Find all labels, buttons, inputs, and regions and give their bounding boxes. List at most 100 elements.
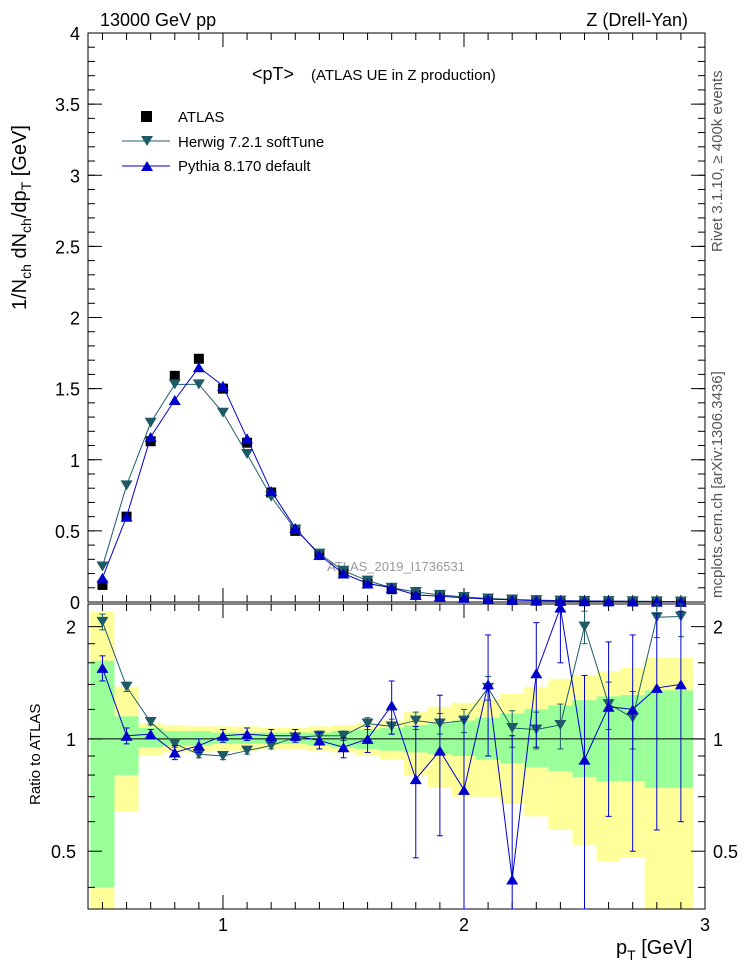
data-point-triangle-up xyxy=(385,582,398,593)
band-green-bin xyxy=(162,731,187,746)
ratio-point-triangle-down xyxy=(168,738,181,749)
data-point-triangle-up xyxy=(361,578,374,589)
data-point-triangle-down xyxy=(168,379,181,390)
data-point-triangle-down xyxy=(96,561,109,572)
main-ylabel: 1/Nch dNch/dpT [GeV] xyxy=(9,125,34,310)
ratio-point-triangle-up xyxy=(554,602,567,613)
ratio-y-tick-label: 0.5 xyxy=(51,842,76,862)
data-point-triangle-down xyxy=(192,379,205,390)
ratio-y-tick-label: 1 xyxy=(66,730,76,750)
data-point-triangle-up xyxy=(120,511,133,522)
ratio-point-triangle-up xyxy=(602,701,615,712)
y-tick-label: 1.5 xyxy=(55,380,80,400)
ratio-point-triangle-up xyxy=(530,668,543,679)
ratio-y-tick-label-right: 1 xyxy=(713,730,723,750)
analysis-watermark: ATLAS_2019_I1736531 xyxy=(327,559,465,574)
data-point-square xyxy=(193,353,204,364)
ratio-point-triangle-down xyxy=(361,718,374,729)
ratio-point-triangle-up xyxy=(192,740,205,751)
legend-label-atlas: ATLAS xyxy=(178,109,224,126)
ratio-point-triangle-down xyxy=(144,717,157,728)
data-point-triangle-up xyxy=(289,523,302,534)
main-series-group xyxy=(96,353,687,607)
ratio-point-triangle-down xyxy=(120,681,133,692)
ratio-point-triangle-up xyxy=(626,704,639,715)
ratio-point-triangle-up xyxy=(650,682,663,693)
ratio-point-triangle-down xyxy=(554,719,567,730)
y-tick-label: 0.5 xyxy=(55,522,80,542)
x-tick-label: 3 xyxy=(700,915,710,935)
data-point-triangle-up xyxy=(506,594,519,605)
x-axis-label: pT [GeV] xyxy=(616,937,692,963)
data-point-triangle-up xyxy=(457,592,470,603)
ratio-point-triangle-up xyxy=(241,729,254,740)
ratio-point-triangle-up xyxy=(289,730,302,741)
data-point-triangle-up xyxy=(265,486,278,497)
y-tick-label: 0 xyxy=(70,593,80,613)
ratio-point-triangle-up xyxy=(578,754,591,765)
ratio-point-triangle-down xyxy=(96,616,109,627)
ratio-point-triangle-up xyxy=(482,679,495,690)
data-point-triangle-up xyxy=(313,550,326,561)
data-point-square xyxy=(97,579,108,590)
ratio-point-triangle-up xyxy=(337,742,350,753)
side-label-top: Rivet 3.1.10, ≥ 400k events xyxy=(709,70,726,252)
data-point-triangle-up xyxy=(433,591,446,602)
ratio-point-triangle-down xyxy=(192,749,205,760)
ratio-point-triangle-down xyxy=(241,745,254,756)
legend-marker-herwig xyxy=(141,136,153,146)
legend: ATLAS Herwig 7.2.1 softTune Pythia 8.170… xyxy=(122,109,324,175)
ratio-point-triangle-up xyxy=(433,745,446,756)
legend-marker-pythia xyxy=(141,161,153,171)
ratio-point-triangle-up xyxy=(409,774,422,785)
ratio-point-triangle-up xyxy=(96,662,109,673)
legend-marker-atlas xyxy=(141,111,152,122)
band-green-bin xyxy=(114,716,139,776)
data-point-triangle-up xyxy=(192,362,205,373)
ratio-series-group xyxy=(96,602,687,910)
legend-label-herwig: Herwig 7.2.1 softTune xyxy=(178,134,324,151)
ratio-point-triangle-up xyxy=(361,733,374,744)
x-tick-label: 1 xyxy=(218,915,228,935)
y-tick-label: 2.5 xyxy=(55,237,80,257)
ratio-point-triangle-up xyxy=(385,700,398,711)
legend-label-pythia: Pythia 8.170 default xyxy=(178,158,311,175)
ratio-y-tick-label-right: 2 xyxy=(713,618,723,638)
y-tick-label: 4 xyxy=(70,24,80,44)
data-point-triangle-up xyxy=(554,595,567,606)
data-point-triangle-up xyxy=(216,380,229,391)
ratio-point-triangle-down xyxy=(337,730,350,741)
ratio-y-tick-label: 2 xyxy=(66,618,76,638)
data-point-triangle-up xyxy=(337,568,350,579)
ratio-point-triangle-up xyxy=(216,730,229,741)
ratio-point-triangle-up xyxy=(168,747,181,758)
data-point-triangle-down xyxy=(120,480,133,491)
ratio-point-triangle-up xyxy=(144,729,157,740)
data-point-triangle-up xyxy=(578,596,591,607)
chart-subtitle: (ATLAS UE in Z production) xyxy=(311,67,496,84)
ratio-point-triangle-up xyxy=(313,735,326,746)
y-tick-label: 1 xyxy=(70,451,80,471)
data-point-triangle-up xyxy=(168,395,181,406)
chart-title: <pT> xyxy=(252,64,294,84)
ratio-ylabel: Ratio to ATLAS xyxy=(27,704,44,805)
process-label: Z (Drell-Yan) xyxy=(586,10,688,30)
energy-label: 13000 GeV pp xyxy=(100,10,216,30)
data-point-triangle-up xyxy=(530,595,543,606)
ratio-point-triangle-up xyxy=(265,730,278,741)
data-point-triangle-down xyxy=(216,407,229,418)
ratio-point-triangle-up xyxy=(506,874,519,885)
data-point-square xyxy=(169,370,180,381)
data-point-triangle-up xyxy=(241,433,254,444)
ratio-point-triangle-down xyxy=(265,740,278,751)
ratio-point-triangle-down xyxy=(506,722,519,733)
ratio-y-tick-label-right: 0.5 xyxy=(713,842,738,862)
data-point-triangle-down xyxy=(241,449,254,460)
data-point-triangle-up xyxy=(626,596,639,607)
ratio-point-triangle-up xyxy=(457,784,470,795)
ratio-point-triangle-down xyxy=(409,715,422,726)
ratio-bands xyxy=(88,611,705,909)
ratio-point-triangle-down xyxy=(578,621,591,632)
data-point-triangle-up xyxy=(144,431,157,442)
